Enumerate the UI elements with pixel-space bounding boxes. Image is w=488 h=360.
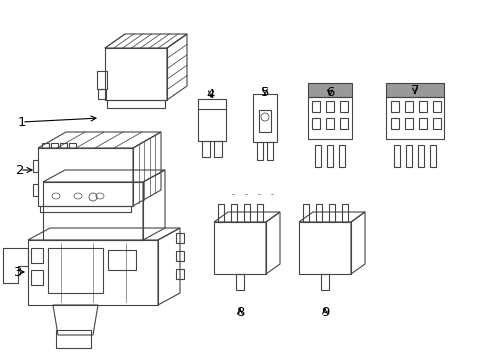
Bar — [105, 48, 167, 100]
Bar — [311, 118, 319, 129]
Bar — [432, 101, 440, 112]
Bar — [404, 101, 412, 112]
Bar — [69, 143, 76, 148]
Bar — [236, 274, 244, 290]
Bar — [326, 145, 332, 167]
Text: 5: 5 — [260, 85, 269, 99]
Bar — [298, 222, 350, 274]
Bar — [418, 101, 426, 112]
Bar — [417, 145, 423, 167]
Bar — [325, 101, 333, 112]
Bar — [314, 145, 320, 167]
Bar — [56, 330, 91, 348]
Bar — [51, 143, 58, 148]
Bar — [341, 204, 347, 222]
Bar — [43, 182, 142, 240]
Bar — [107, 100, 164, 108]
Text: 2: 2 — [16, 163, 24, 176]
Bar — [176, 233, 183, 243]
Bar — [31, 270, 43, 285]
Bar — [429, 145, 435, 167]
Bar — [259, 110, 270, 132]
Bar — [307, 83, 351, 97]
Bar — [198, 99, 225, 141]
Bar — [202, 141, 209, 157]
Bar — [48, 248, 103, 293]
Bar — [390, 101, 398, 112]
Bar — [28, 240, 158, 305]
Bar — [404, 118, 412, 129]
Bar — [33, 160, 38, 172]
Bar — [328, 204, 334, 222]
Bar — [393, 145, 399, 167]
Bar — [320, 274, 328, 290]
Bar — [385, 83, 443, 97]
Bar — [385, 97, 443, 139]
Bar — [256, 204, 262, 222]
Bar — [339, 118, 347, 129]
Bar — [339, 101, 347, 112]
Bar — [325, 118, 333, 129]
Bar — [390, 118, 398, 129]
Bar — [307, 97, 351, 139]
Bar — [266, 142, 272, 160]
Text: 1: 1 — [18, 116, 26, 129]
Text: 7: 7 — [410, 84, 418, 96]
Bar — [257, 142, 263, 160]
Bar — [230, 204, 236, 222]
Bar — [214, 141, 222, 157]
Bar — [338, 145, 345, 167]
Bar — [418, 118, 426, 129]
Bar — [98, 89, 106, 99]
Bar — [40, 206, 131, 212]
Text: 3: 3 — [14, 266, 22, 279]
Bar — [31, 248, 43, 263]
Bar — [217, 204, 223, 222]
Bar — [176, 269, 183, 279]
Bar — [311, 101, 319, 112]
Bar — [38, 148, 133, 206]
Text: 9: 9 — [320, 306, 328, 319]
Text: 8: 8 — [235, 306, 244, 319]
Bar — [97, 71, 107, 89]
Bar — [315, 204, 321, 222]
Bar — [60, 143, 67, 148]
Bar — [214, 222, 265, 274]
Bar — [302, 204, 308, 222]
Bar — [108, 250, 136, 270]
Bar — [252, 94, 276, 142]
Bar — [243, 204, 249, 222]
Bar — [432, 118, 440, 129]
Text: 6: 6 — [325, 85, 333, 99]
Bar — [176, 251, 183, 261]
Bar — [405, 145, 411, 167]
Text: 4: 4 — [206, 87, 215, 100]
Bar — [42, 143, 49, 148]
Bar — [33, 184, 38, 196]
